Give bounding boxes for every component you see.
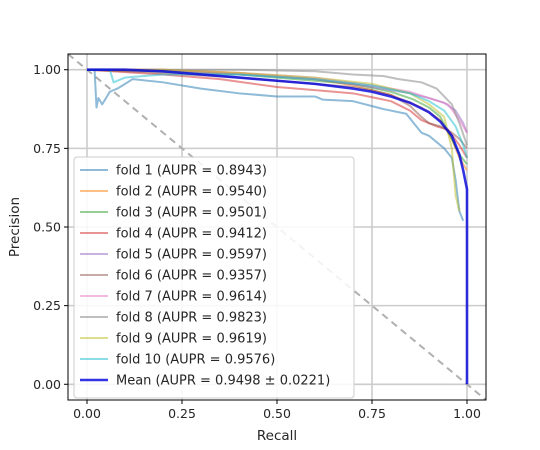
x-tick-label-0: 0.00 — [73, 406, 101, 421]
x-tick-label-2: 0.50 — [263, 406, 291, 421]
y-tick-label-0: 0.00 — [33, 377, 61, 392]
x-tick-label-3: 0.75 — [358, 406, 386, 421]
x-axis-label: Recall — [257, 428, 297, 444]
legend-label-4: fold 4 (AUPR = 0.9412) — [116, 227, 267, 242]
y-tick-label-4: 1.00 — [33, 62, 61, 77]
legend-label-8: fold 8 (AUPR = 0.9823) — [116, 311, 267, 326]
y-tick-label-2: 0.50 — [33, 220, 61, 235]
legend-box — [73, 156, 355, 399]
x-axis-ticks: 0.00 0.25 0.50 0.75 1.00 — [73, 400, 481, 421]
y-tick-label-1: 0.25 — [33, 298, 61, 313]
legend-label-6: fold 6 (AUPR = 0.9357) — [116, 269, 267, 284]
legend-label-9: fold 9 (AUPR = 0.9619) — [116, 332, 267, 347]
legend-label-1: fold 1 (AUPR = 0.8943) — [116, 164, 267, 179]
legend-label-5: fold 5 (AUPR = 0.9597) — [116, 248, 267, 263]
legend-label-2: fold 2 (AUPR = 0.9540) — [116, 185, 267, 200]
y-tick-label-3: 0.75 — [33, 141, 61, 156]
x-tick-label-1: 0.25 — [168, 406, 196, 421]
series-line-8 — [87, 68, 468, 146]
series-line-1 — [87, 68, 465, 222]
legend-label-11: Mean (AUPR = 0.9498 ± 0.0221) — [116, 374, 330, 389]
series-line-11 — [87, 68, 469, 385]
y-axis-label: Precision — [7, 197, 23, 257]
legend: fold 1 (AUPR = 0.8943) fold 2 (AUPR = 0.9… — [73, 156, 355, 399]
reference-line — [68, 54, 486, 400]
series-lines — [86, 68, 469, 385]
legend-label-7: fold 7 (AUPR = 0.9614) — [116, 290, 267, 305]
series-line-10 — [87, 68, 468, 159]
legend-label-3: fold 3 (AUPR = 0.9501) — [116, 206, 267, 221]
legend-label-10: fold 10 (AUPR = 0.9576) — [116, 353, 275, 368]
y-axis-ticks: 0.00 0.25 0.50 0.75 1.00 — [33, 62, 68, 392]
reference-diagonal — [68, 54, 486, 400]
x-tick-label-4: 1.00 — [453, 406, 481, 421]
